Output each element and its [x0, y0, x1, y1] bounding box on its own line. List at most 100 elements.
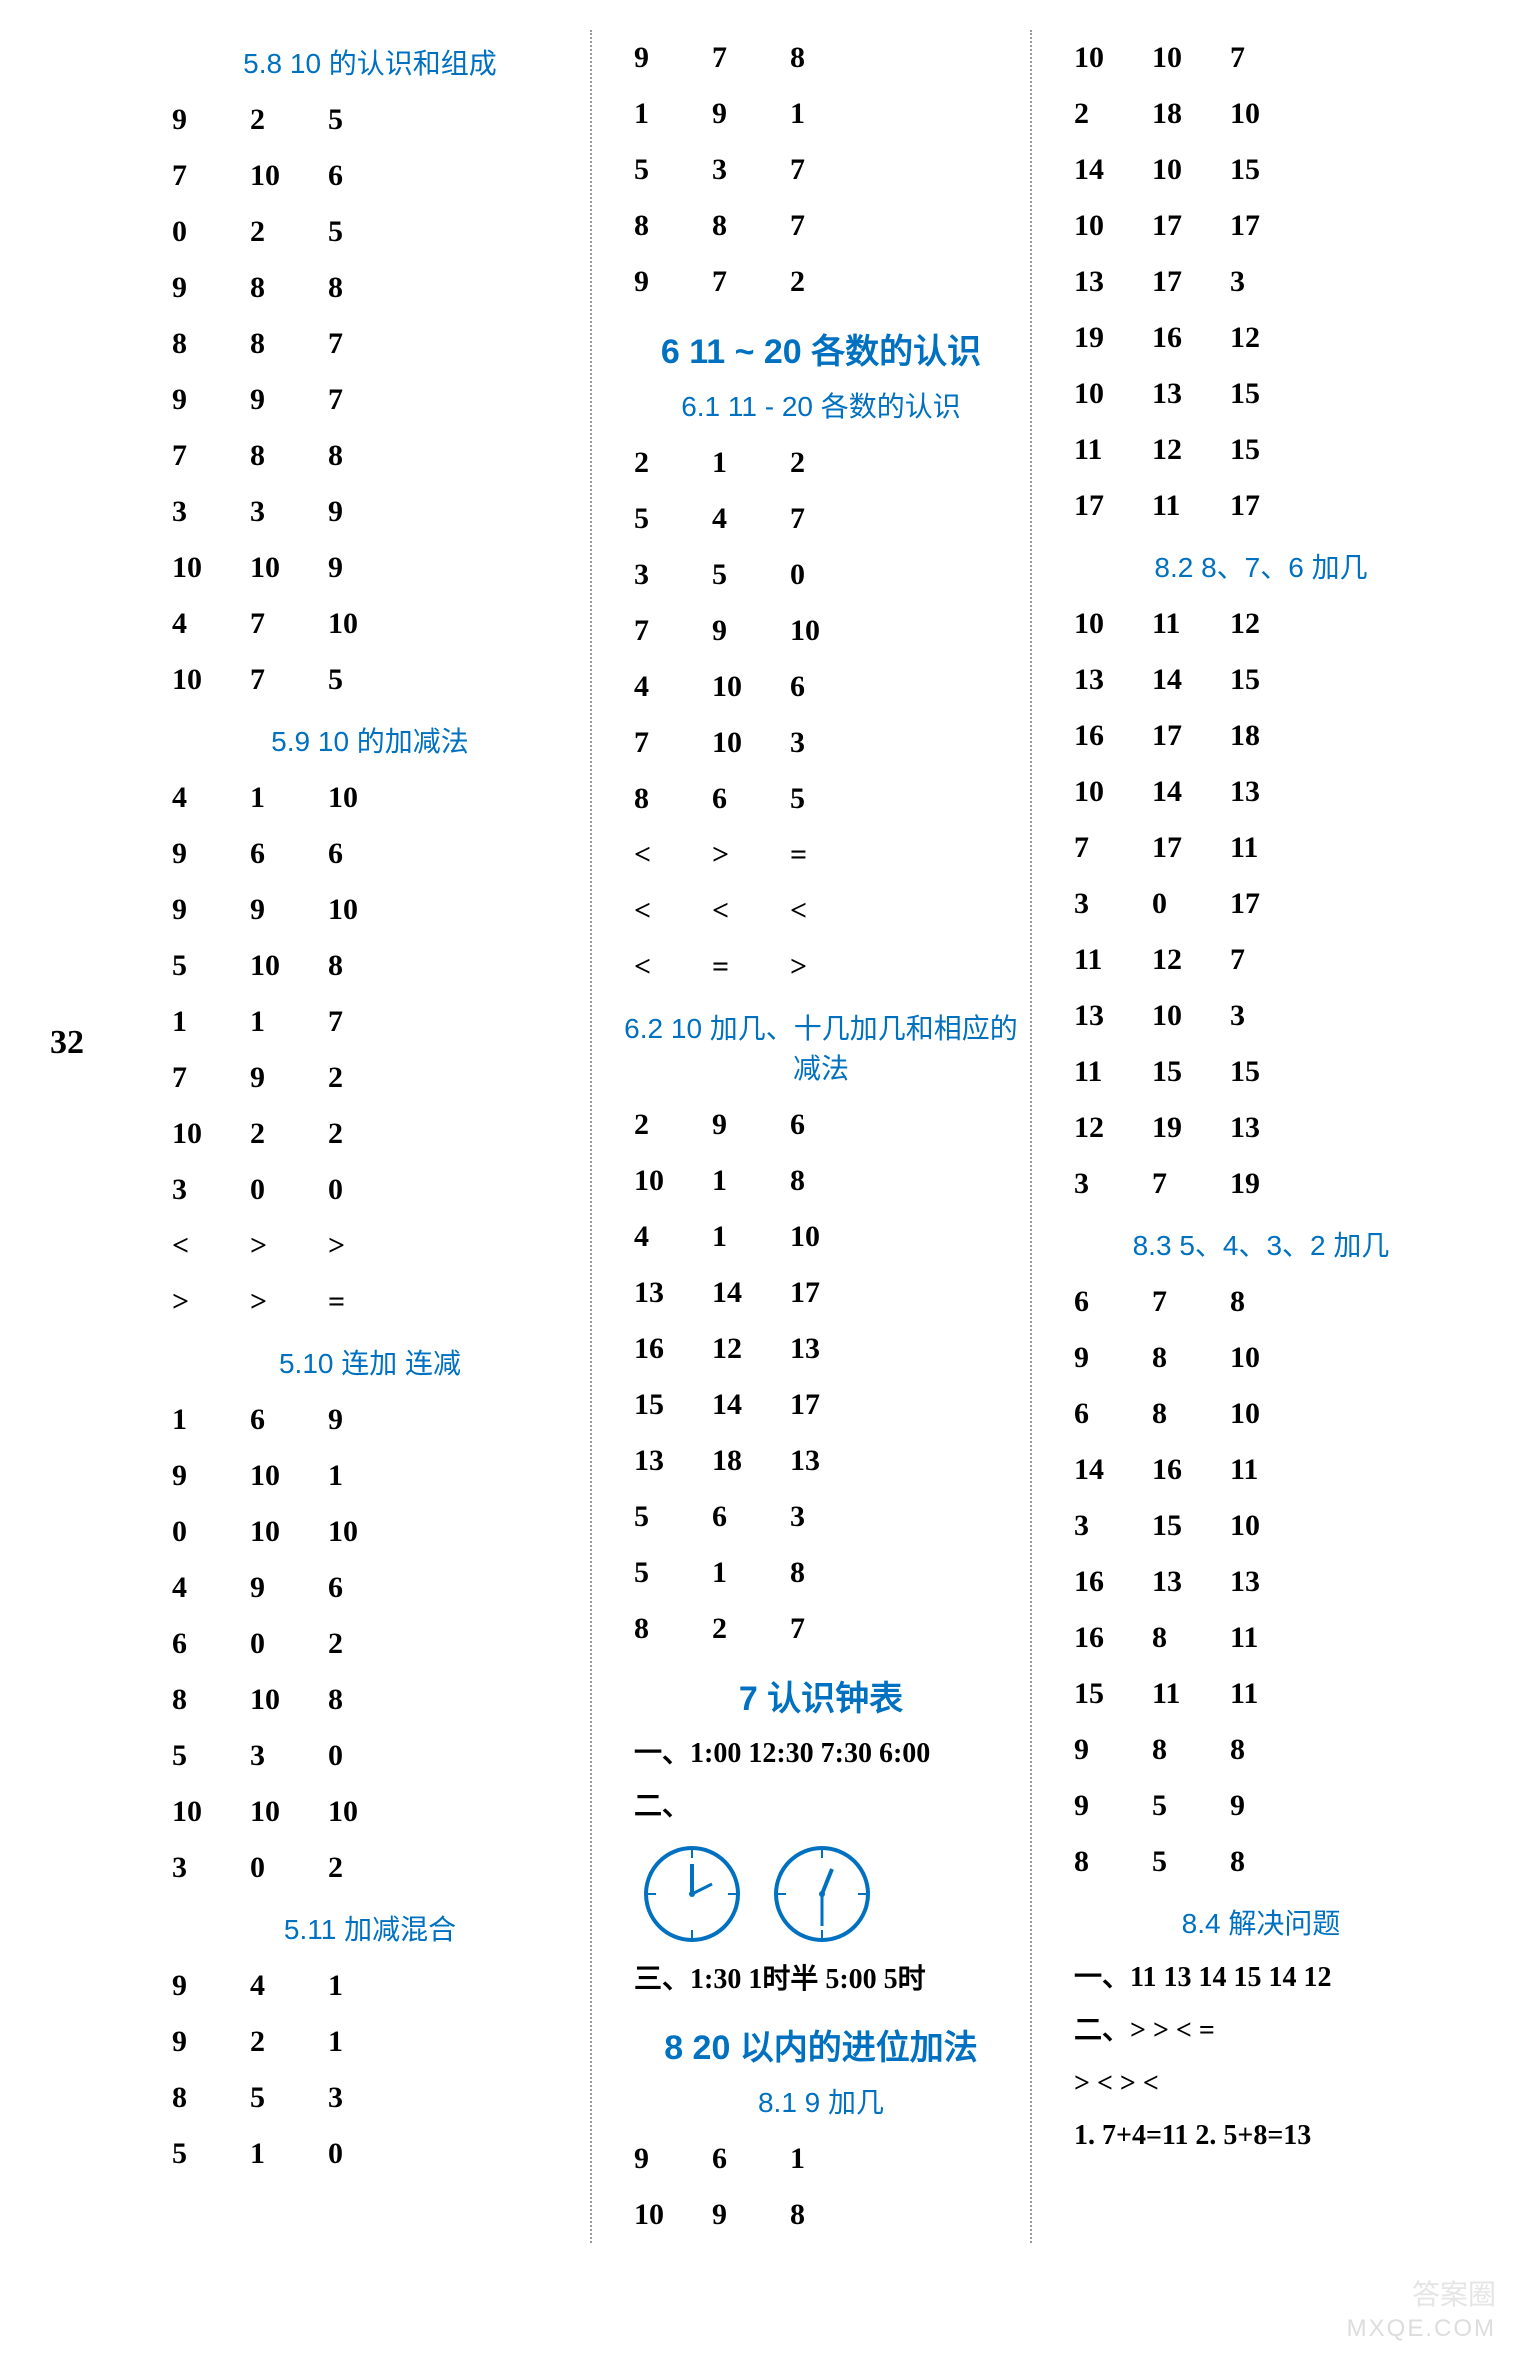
- heading-6: 6 11 ~ 20 各数的认识: [622, 324, 1020, 373]
- data-row: 161313: [1062, 1554, 1460, 1610]
- cell: 14: [1152, 768, 1230, 816]
- cell: 11: [1152, 600, 1230, 648]
- cell: 16: [634, 1325, 712, 1373]
- data-row: 988: [160, 260, 580, 316]
- cell: 1: [712, 1549, 790, 1597]
- cell: 8: [1152, 1614, 1230, 1662]
- data-row: 101717: [1062, 198, 1460, 254]
- cell: 10: [328, 1788, 406, 1836]
- cell: 9: [250, 886, 328, 934]
- cell: 10: [250, 942, 328, 990]
- cell: 7: [172, 432, 250, 480]
- cell: 1: [172, 1396, 250, 1444]
- heading-5-9: 5.9 10 的加减法: [160, 720, 580, 760]
- data-row: 8108: [160, 1672, 580, 1728]
- cell: 6: [250, 830, 328, 878]
- cell: 10: [1152, 34, 1230, 82]
- clock-line-3: 三、1:30 1时半 5:00 5时: [622, 1954, 1020, 2007]
- cell: 9: [1074, 1334, 1152, 1382]
- rows-5-8: 92571060259888879977883391010947101075: [160, 92, 580, 708]
- data-row: 5108: [160, 938, 580, 994]
- cell: 10: [328, 1508, 406, 1556]
- cell: 8: [1152, 1726, 1230, 1774]
- data-row: <>=: [622, 827, 1020, 883]
- heading-8-2: 8.2 8、7、6 加几: [1062, 546, 1460, 586]
- cell: 0: [328, 2130, 406, 2178]
- cell: 17: [1152, 824, 1230, 872]
- cell: 18: [712, 1437, 790, 1485]
- cell: 7: [172, 152, 250, 200]
- cell: 10: [712, 663, 790, 711]
- data-row: 111215: [1062, 422, 1460, 478]
- watermark-cn: 答案圈: [1412, 2273, 1496, 2313]
- rows-col3-pre: 1010721810141015101717131731916121013151…: [1062, 30, 1460, 534]
- cell: 0: [328, 1732, 406, 1780]
- cell: 1: [790, 90, 868, 138]
- cell: 10: [172, 1788, 250, 1836]
- data-row: 169: [160, 1392, 580, 1448]
- cell: 3: [712, 146, 790, 194]
- cell: 2: [328, 1620, 406, 1668]
- cell: 15: [1152, 1502, 1230, 1550]
- data-row: 988: [1062, 1722, 1460, 1778]
- cell: 17: [1152, 712, 1230, 760]
- solve-line-2: 二、> > < =: [1062, 2005, 1460, 2058]
- cell: 10: [328, 600, 406, 648]
- column-1: 5.8 10 的认识和组成 92571060259888879977883391…: [150, 30, 590, 2243]
- cell: 17: [1074, 482, 1152, 530]
- cell: 3: [1074, 880, 1152, 928]
- data-row: 339: [160, 484, 580, 540]
- data-row: 21810: [1062, 86, 1460, 142]
- cell: 8: [634, 202, 712, 250]
- solve-line-3: > < > <: [1062, 2058, 1460, 2111]
- data-row: 302: [160, 1840, 580, 1896]
- cell: 19: [1152, 1104, 1230, 1152]
- data-row: 602: [160, 1616, 580, 1672]
- cell: 0: [172, 208, 250, 256]
- cell: 16: [1074, 1558, 1152, 1606]
- cell: <: [634, 831, 712, 879]
- cell: 9: [172, 1452, 250, 1500]
- cell: 16: [1074, 712, 1152, 760]
- cell: 3: [172, 1166, 250, 1214]
- cell: 6: [712, 775, 790, 823]
- cell: 9: [1074, 1782, 1152, 1830]
- data-row: 161213: [622, 1321, 1020, 1377]
- cell: 8: [172, 2074, 250, 2122]
- cell: 12: [712, 1325, 790, 1373]
- data-row: 792: [160, 1050, 580, 1106]
- cell: 12: [1074, 1104, 1152, 1152]
- cell: 8: [172, 320, 250, 368]
- cell: 4: [172, 774, 250, 822]
- data-row: 191612: [1062, 310, 1460, 366]
- cell: 5: [1152, 1838, 1230, 1886]
- cell: 7: [1230, 34, 1308, 82]
- column-3: 1010721810141015101717131731916121013151…: [1030, 30, 1470, 2243]
- cell: 4: [172, 1564, 250, 1612]
- clock-icon-2: [772, 1844, 872, 1944]
- cell: 7: [1230, 936, 1308, 984]
- data-row: 131417: [622, 1265, 1020, 1321]
- cell: 13: [634, 1269, 712, 1317]
- cell: 7: [328, 376, 406, 424]
- cell: =: [328, 1278, 406, 1326]
- cell: 10: [1230, 1502, 1308, 1550]
- data-row: 4110: [160, 770, 580, 826]
- cell: 9: [634, 34, 712, 82]
- cell: 6: [1074, 1390, 1152, 1438]
- cell: 4: [634, 663, 712, 711]
- data-row: 941: [160, 1958, 580, 2014]
- cell: 8: [328, 264, 406, 312]
- cell: 15: [634, 1381, 712, 1429]
- cell: 8: [1230, 1726, 1308, 1774]
- cell: 11: [1230, 1614, 1308, 1662]
- data-row: 547: [622, 491, 1020, 547]
- cell: 5: [790, 775, 868, 823]
- cell: 14: [712, 1269, 790, 1317]
- cell: 3: [1074, 1502, 1152, 1550]
- data-row: 16811: [1062, 1610, 1460, 1666]
- cell: 11: [1074, 936, 1152, 984]
- cell: 2: [250, 96, 328, 144]
- cell: 2: [634, 1101, 712, 1149]
- heading-6-2: 6.2 10 加几、十几加几和相应的减法: [622, 1007, 1020, 1087]
